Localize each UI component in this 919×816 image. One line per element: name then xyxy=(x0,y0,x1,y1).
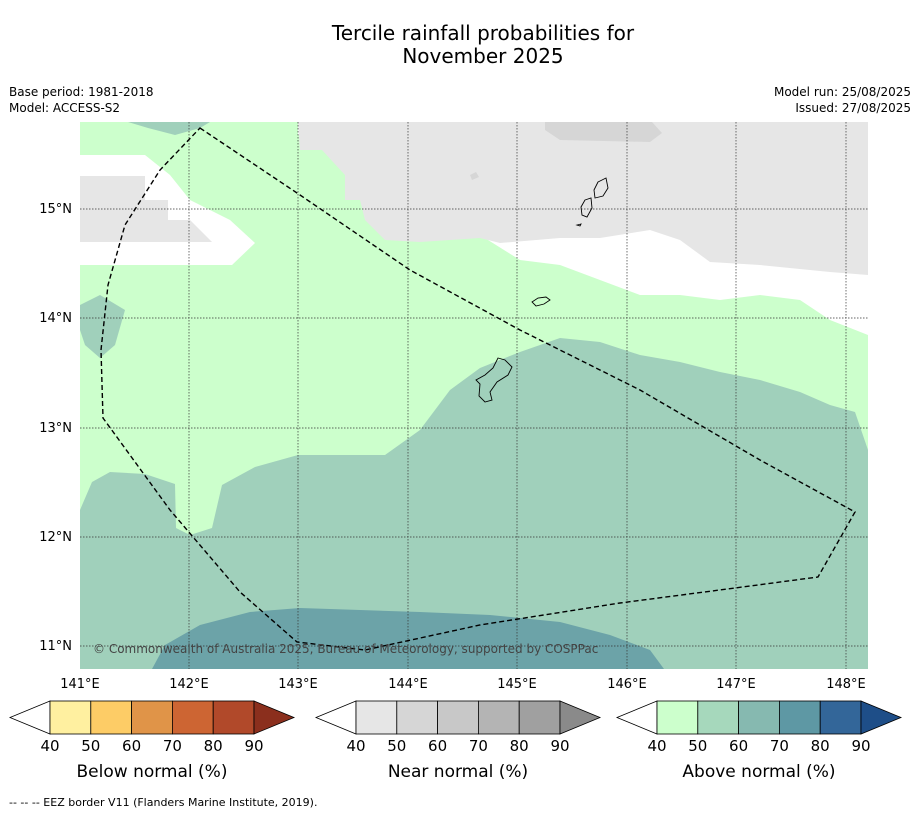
colorbar-segment xyxy=(355,700,398,735)
footnote: -- -- -- EEZ border V11 (Flanders Marine… xyxy=(9,796,318,809)
colorbar-extend-high xyxy=(860,700,903,735)
lat-tick-labels: 15°N 14°N 13°N 12°N 11°N xyxy=(39,202,72,654)
issued-date: Issued: 27/08/2025 xyxy=(795,101,911,115)
rota-island xyxy=(531,296,551,307)
colorbar-tick: 60 xyxy=(428,737,447,755)
near-50-region xyxy=(545,122,662,142)
near-40-region-small xyxy=(100,222,125,240)
colorbar-tick: 40 xyxy=(647,737,666,755)
saipan-island xyxy=(593,177,609,199)
title-line-1: Tercile rainfall probabilities for xyxy=(331,21,635,45)
guam-island xyxy=(475,357,513,403)
colorbar-segment xyxy=(396,700,438,735)
colorbar-tick: 40 xyxy=(346,737,365,755)
colorbar-segment xyxy=(131,700,173,735)
colorbar-segment xyxy=(212,700,255,735)
lon-tick: 147°E xyxy=(716,677,756,692)
lon-tick: 148°E xyxy=(826,677,866,692)
colorbar-tick: 50 xyxy=(81,737,100,755)
colorbars: 40 50 60 70 80 90 Below normal (%) 40 50 60 70 80 90… xyxy=(8,700,903,782)
lon-tick: 142°E xyxy=(169,677,209,692)
colorbar-segment xyxy=(656,700,699,735)
colorbar-segment xyxy=(819,700,862,735)
above-50-region-west xyxy=(80,295,125,358)
colorbar-segment xyxy=(90,700,133,735)
lon-tick: 141°E xyxy=(60,677,100,692)
colorbar-title: Above normal (%) xyxy=(682,762,835,782)
model-name: Model: ACCESS-S2 xyxy=(9,101,121,115)
lon-tick: 146°E xyxy=(607,677,647,692)
colorbar-segment xyxy=(171,700,214,735)
colorbar-extend-low xyxy=(615,700,658,735)
colorbar-tick: 70 xyxy=(469,737,488,755)
colorbar-tick: 60 xyxy=(729,737,748,755)
graticule xyxy=(80,122,868,669)
colorbar-tick: 70 xyxy=(770,737,789,755)
colorbar-tick: 50 xyxy=(688,737,707,755)
colorbar-tick: 60 xyxy=(122,737,141,755)
colorbar-above: 40 50 60 70 80 90 Above normal (%) xyxy=(615,700,903,782)
colorbar-title: Near normal (%) xyxy=(388,762,528,782)
colorbar-tick: 90 xyxy=(550,737,569,755)
above-50-region-top xyxy=(128,122,210,135)
colorbar-below: 40 50 60 70 80 90 Below normal (%) xyxy=(8,700,296,782)
probability-field xyxy=(80,122,868,669)
colorbar-segment xyxy=(477,700,520,735)
colorbar-tick: 80 xyxy=(811,737,830,755)
colorbar-tick: 40 xyxy=(40,737,59,755)
meta-left: Base period: 1981-2018 Model: ACCESS-S2 xyxy=(9,84,154,116)
above-50-region xyxy=(80,338,868,669)
colorbar-tick: 80 xyxy=(204,737,223,755)
lon-tick-labels: 141°E 142°E 143°E 144°E 145°E 146°E 147°… xyxy=(60,677,866,692)
colorbar-extend-low xyxy=(314,700,357,735)
colorbar-tick: 90 xyxy=(851,737,870,755)
colorbar-title: Below normal (%) xyxy=(77,762,228,782)
lon-tick: 145°E xyxy=(497,677,537,692)
colorbar-segment xyxy=(437,700,479,735)
colorbar-segment xyxy=(49,700,92,735)
copyright-text: © Commonwealth of Australia 2025, Bureau… xyxy=(93,642,598,656)
colorbar-extend-low xyxy=(8,700,51,735)
islands xyxy=(475,177,609,403)
near-40-region xyxy=(298,122,868,275)
colorbar-segment xyxy=(738,700,780,735)
colorbar-segment xyxy=(518,700,561,735)
map-title: Tercile rainfall probabilities for Novem… xyxy=(0,22,919,68)
lat-tick: 13°N xyxy=(39,421,72,436)
colorbar-extend-high xyxy=(559,700,602,735)
eez-border xyxy=(100,127,856,651)
colorbar-segment xyxy=(697,700,739,735)
lat-tick: 12°N xyxy=(39,530,72,545)
base-period: Base period: 1981-2018 xyxy=(9,85,154,99)
title-line-2: November 2025 xyxy=(402,44,564,68)
colorbar-extend-high xyxy=(253,700,296,735)
near-50-speck xyxy=(470,172,479,180)
colorbar-tick: 90 xyxy=(244,737,263,755)
model-run: Model run: 25/08/2025 xyxy=(773,85,911,99)
lat-tick: 11°N xyxy=(39,639,72,654)
lon-tick: 143°E xyxy=(278,677,318,692)
lon-tick: 144°E xyxy=(388,677,428,692)
lat-tick: 14°N xyxy=(39,311,72,326)
aguijan-island xyxy=(575,223,582,227)
colorbar-segment xyxy=(779,700,821,735)
colorbar-tick: 50 xyxy=(387,737,406,755)
colorbar-tick: 70 xyxy=(163,737,182,755)
tinian-island xyxy=(580,197,593,218)
meta-right: Model run: 25/08/2025 Issued: 27/08/2025 xyxy=(774,84,911,116)
colorbar-tick: 80 xyxy=(510,737,529,755)
lat-tick: 15°N xyxy=(39,202,72,217)
colorbar-near: 40 50 60 70 80 90 Near normal (%) xyxy=(314,700,602,782)
